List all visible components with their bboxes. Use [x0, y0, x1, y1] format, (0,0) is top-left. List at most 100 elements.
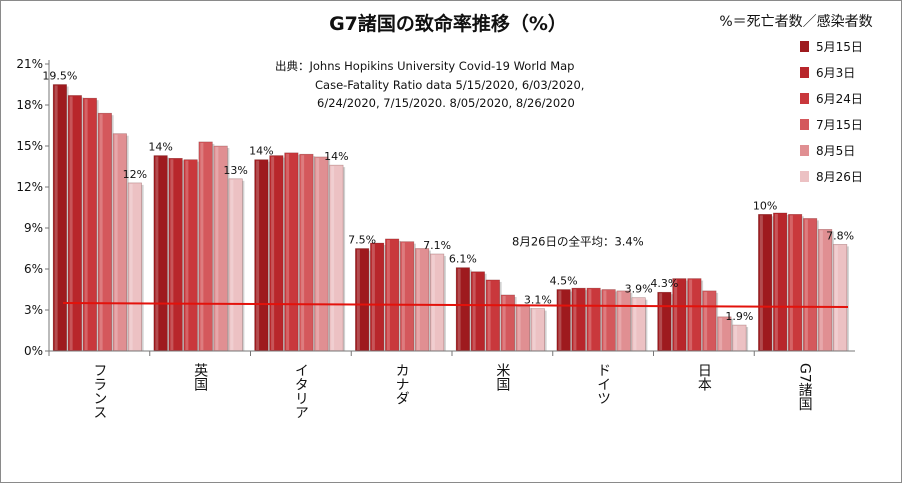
category-label: 日本: [696, 363, 712, 391]
data-label: 1.9%: [725, 310, 753, 323]
legend-swatch: [800, 171, 809, 182]
bar-highlight: [286, 153, 290, 350]
bar-highlight: [301, 155, 305, 350]
bar-highlight: [532, 309, 536, 350]
category-label: ドイツ: [595, 363, 611, 405]
data-label: 12%: [123, 168, 147, 181]
average-line: [62, 302, 849, 309]
y-tick-label: 6%: [24, 262, 43, 276]
bar-highlight: [114, 134, 118, 350]
bar-highlight: [200, 142, 204, 350]
data-label: 19.5%: [42, 70, 77, 83]
legend-swatch: [800, 119, 809, 130]
bar-highlight: [256, 160, 260, 350]
bar-highlight: [603, 290, 607, 350]
bar-highlight: [54, 85, 58, 350]
bar-highlight: [719, 317, 723, 350]
bar-highlight: [734, 326, 738, 350]
bar-highlight: [371, 244, 375, 350]
source-line-2: Case-Fatality Ratio data 5/15/2020, 6/03…: [315, 78, 584, 92]
bar-highlight: [517, 306, 521, 350]
bar-highlight: [588, 289, 592, 350]
data-label: 14%: [324, 150, 348, 163]
bar-highlight: [689, 279, 693, 350]
category-label: 米国: [494, 363, 510, 391]
bar-highlight: [618, 291, 622, 350]
source-line-3: 6/24/2020, 7/15/2020. 8/05/2020, 8/26/20…: [317, 96, 575, 110]
bar-highlight: [215, 147, 219, 350]
data-label: 14%: [148, 141, 172, 154]
y-tick-label: 12%: [16, 180, 43, 194]
legend-label: 5月15日: [816, 40, 863, 54]
y-tick-label: 0%: [24, 344, 43, 358]
data-label: 7.1%: [423, 239, 451, 252]
bar-highlight: [573, 289, 577, 350]
data-label: 6.1%: [449, 253, 477, 266]
y-tick-label: 3%: [24, 303, 43, 317]
bar-highlight: [558, 290, 562, 350]
bar-highlight: [819, 230, 823, 350]
y-axis: 0% 3% 6% 9% 12% 15% 18% 21%: [16, 57, 50, 358]
bar-highlight: [431, 254, 435, 350]
bar-highlight: [804, 219, 808, 350]
y-tick-label: 18%: [16, 98, 43, 112]
legend-swatch: [800, 145, 809, 156]
category-label: G7諸国: [797, 363, 813, 411]
x-axis: フランス 英国 イタリア カナダ 米国 ドイツ 日本 G7諸国: [48, 350, 855, 419]
bar-highlight: [502, 295, 506, 350]
bar-highlight: [84, 99, 88, 351]
data-labels: 19.5%12%14%13%14% 14%7.5% 7.1%6.1%3.1%4.5%…: [42, 70, 854, 324]
legend-label: 8月5日: [816, 144, 855, 158]
bar-highlight: [69, 96, 73, 350]
y-tick-label: 15%: [16, 139, 43, 153]
bar-highlight: [704, 291, 708, 350]
category-label: フランス: [91, 363, 107, 419]
category-label: カナダ: [394, 363, 410, 405]
data-label: 4.3%: [650, 277, 678, 290]
legend-label: 6月24日: [816, 92, 863, 106]
y-tick-label: 21%: [16, 57, 43, 71]
bar-highlight: [789, 215, 793, 350]
data-label: 7.8%: [826, 229, 854, 242]
legend-label: 8月26日: [816, 170, 863, 184]
bar-highlight: [674, 279, 678, 350]
bar-highlight: [386, 239, 390, 350]
bar-highlight: [155, 156, 159, 350]
bar-highlight: [170, 159, 174, 350]
bar-highlight: [774, 213, 778, 350]
legend-swatch: [800, 93, 809, 104]
source-line-1: 出典：Johns Hopikins University Covid-19 Wo…: [275, 59, 574, 73]
data-label: 13%: [223, 164, 247, 177]
bar-highlight: [416, 249, 420, 350]
data-label: 7.5%: [348, 234, 376, 247]
data-label: 14%: [249, 145, 273, 158]
chart-title: G7諸国の致命率推移（%）: [329, 12, 567, 35]
bar-highlight: [759, 215, 763, 350]
y-tick-label: 9%: [24, 221, 43, 235]
bar-highlight: [230, 179, 234, 350]
bar-highlight: [487, 280, 491, 350]
bar-highlight: [271, 156, 275, 350]
bar-highlight: [401, 242, 405, 350]
legend-swatch: [800, 41, 809, 52]
legend-label: 7月15日: [816, 118, 863, 132]
bar-highlight: [316, 157, 320, 350]
legend: 5月15日 6月3日 6月24日 7月15日 8月5日 8月26日: [800, 40, 863, 184]
formula-note: %＝死亡者数／感染者数: [719, 13, 872, 30]
data-label: 4.5%: [550, 275, 578, 288]
data-label: 3.9%: [625, 283, 653, 296]
data-label: 10%: [753, 199, 777, 212]
bar-highlight: [472, 272, 476, 350]
bar-highlight: [356, 249, 360, 350]
bar-highlight: [99, 114, 103, 350]
bar-highlight: [633, 298, 637, 350]
average-line-group: 8月26日の全平均：3.4%: [62, 235, 849, 309]
bar-highlight: [331, 166, 335, 350]
bar-highlight: [185, 160, 189, 350]
data-label: 3.1%: [524, 294, 552, 307]
bar-highlight: [129, 183, 133, 350]
legend-label: 6月3日: [816, 66, 855, 80]
category-label: イタリア: [293, 363, 309, 419]
bar-highlight: [834, 245, 838, 350]
